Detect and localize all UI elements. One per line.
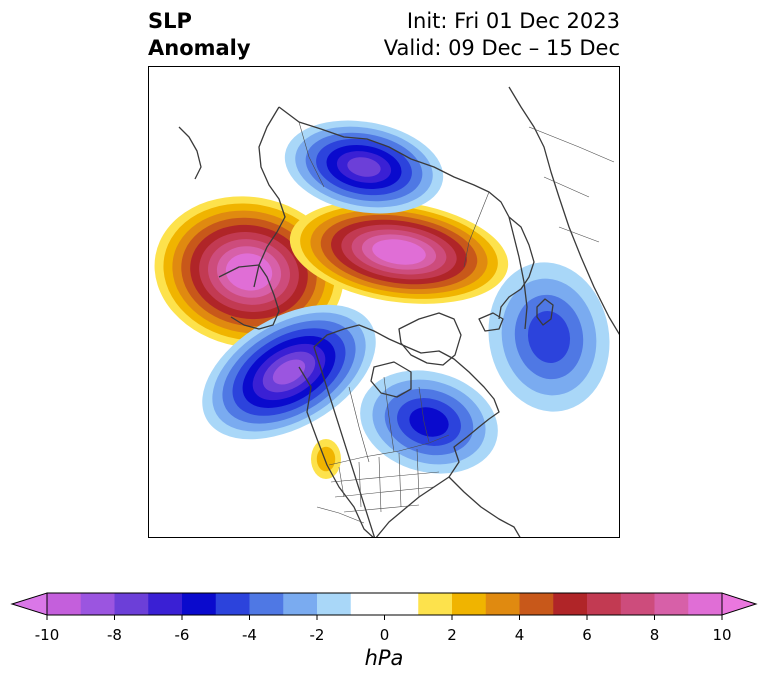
colorbar-cells: [47, 593, 723, 615]
anomaly-contour: [347, 157, 381, 177]
colorbar-cell: [350, 593, 385, 615]
anomaly-contour: [409, 407, 449, 437]
anomaly-arctic-high: [289, 200, 509, 304]
colorbar-tick-label: 0: [379, 626, 390, 644]
border-asia: [298, 121, 615, 243]
colorbar-cell: [452, 593, 487, 615]
borders: [298, 121, 615, 524]
coastline-alaska: [218, 264, 280, 330]
coastline-eurasia-west: [508, 86, 619, 335]
anomaly-map: [154, 86, 619, 537]
colorbar-tick-label: -4: [242, 626, 257, 644]
coastline-scandinavia: [498, 216, 535, 320]
anomaly-fills: [154, 120, 610, 479]
anomaly-eastern-north-america-low: [360, 370, 498, 474]
colorbar-tick-label: 2: [447, 626, 457, 644]
anomaly-north-atlantic-low: [488, 262, 610, 412]
colorbar-tick-label: 6: [582, 626, 592, 644]
colorbar-cell: [114, 593, 149, 615]
colorbar-cell: [485, 593, 520, 615]
coastline-eurasia-north: [278, 106, 528, 330]
anomaly-southwest-us-high: [311, 439, 341, 479]
colorbar-cell: [283, 593, 318, 615]
colorbar-cell: [587, 593, 622, 615]
anomaly-contour: [527, 311, 571, 363]
border-us-mexico: [316, 506, 365, 524]
colorbar-tick-label: 4: [514, 626, 525, 644]
coastline-iceland: [478, 312, 504, 332]
colorbar-upper-extend: [721, 592, 758, 616]
anomaly-eurasia-low: [284, 120, 444, 214]
colorbar-cell: [215, 593, 250, 615]
colorbar-cell: [249, 593, 284, 615]
colorbar-unit: hPa: [364, 646, 404, 670]
anomaly-north-pacific-high: [154, 196, 344, 348]
anomaly-contour: [272, 359, 306, 385]
colorbar-tick-label: -2: [309, 626, 325, 644]
colorbar-cell: [384, 593, 419, 615]
colorbar-ticks: [46, 615, 723, 620]
colorbar-cell: [620, 593, 655, 615]
colorbar: [10, 592, 758, 620]
colorbar-cell: [418, 593, 453, 615]
colorbar-tick-label: -6: [174, 626, 190, 644]
colorbar-cell: [553, 593, 588, 615]
colorbar-tick-label: -10: [34, 626, 60, 644]
colorbar-lower-extend: [10, 592, 48, 616]
border-canada-provinces: [348, 376, 430, 463]
anomaly-contour: [382, 244, 416, 260]
coastline-hudson-bay: [370, 361, 412, 398]
valid-range: Valid: 09 Dec – 15 Dec: [383, 36, 620, 60]
coastlines: [178, 86, 619, 537]
map-title: SLP Anomaly: [148, 8, 251, 62]
coastline-siberia: [253, 106, 286, 288]
colorbar-tick-label: 8: [649, 626, 660, 644]
colorbar-cell: [317, 593, 352, 615]
map-dates: Init: Fri 01 Dec 2023 Valid: 09 Dec – 15…: [384, 8, 620, 62]
coastline-uk: [536, 298, 554, 326]
colorbar-cell: [80, 593, 115, 615]
map-panel: [148, 66, 620, 538]
colorbar-tick-label: -8: [107, 626, 122, 644]
border-russia-west: [463, 191, 490, 268]
colorbar-tick-label: 10: [712, 626, 732, 644]
colorbar-cell: [519, 593, 554, 615]
coastline-greenland: [398, 312, 462, 366]
colorbar-cell: [654, 593, 689, 615]
colorbar-cell: [47, 593, 82, 615]
coastline-central-america: [448, 476, 521, 537]
init-date: Init: Fri 01 Dec 2023: [406, 9, 620, 33]
colorbar-cell: [148, 593, 183, 615]
colorbar-cell: [688, 593, 723, 615]
colorbar-cell: [182, 593, 217, 615]
border-us-canada: [328, 434, 450, 466]
anomaly-contour: [316, 446, 336, 472]
title-variable: SLP: [148, 9, 192, 33]
title-type: Anomaly: [148, 36, 251, 60]
coastline-japan: [178, 126, 202, 180]
border-us-states: [330, 448, 440, 513]
